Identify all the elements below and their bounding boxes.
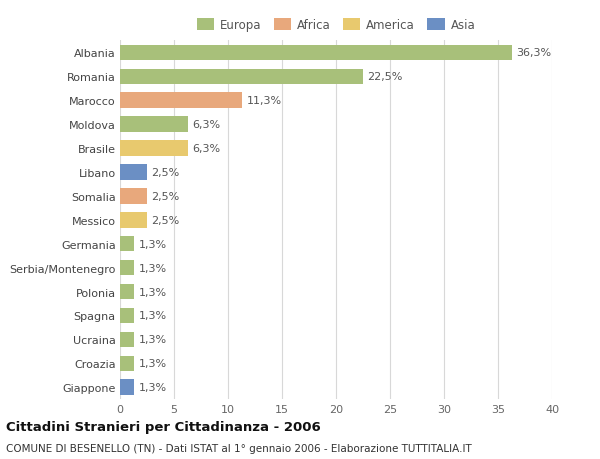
- Bar: [120, 165, 147, 180]
- Bar: [120, 356, 134, 371]
- Bar: [120, 380, 134, 395]
- Text: 1,3%: 1,3%: [139, 263, 166, 273]
- Bar: [120, 260, 134, 276]
- Text: 36,3%: 36,3%: [517, 48, 551, 58]
- Text: 11,3%: 11,3%: [247, 96, 281, 106]
- Bar: [120, 213, 147, 228]
- Text: COMUNE DI BESENELLO (TN) - Dati ISTAT al 1° gennaio 2006 - Elaborazione TUTTITAL: COMUNE DI BESENELLO (TN) - Dati ISTAT al…: [6, 443, 472, 453]
- Text: 2,5%: 2,5%: [151, 168, 179, 178]
- Text: 1,3%: 1,3%: [139, 239, 166, 249]
- Text: 1,3%: 1,3%: [139, 358, 166, 369]
- Text: 1,3%: 1,3%: [139, 335, 166, 345]
- Text: 2,5%: 2,5%: [151, 191, 179, 202]
- Bar: [120, 332, 134, 347]
- Bar: [120, 308, 134, 324]
- Bar: [120, 117, 188, 133]
- Bar: [120, 284, 134, 300]
- Legend: Europa, Africa, America, Asia: Europa, Africa, America, Asia: [197, 19, 475, 32]
- Text: 6,3%: 6,3%: [193, 120, 220, 130]
- Text: 6,3%: 6,3%: [193, 144, 220, 154]
- Text: 1,3%: 1,3%: [139, 287, 166, 297]
- Text: 2,5%: 2,5%: [151, 215, 179, 225]
- Bar: [120, 93, 242, 109]
- Text: 1,3%: 1,3%: [139, 382, 166, 392]
- Text: 1,3%: 1,3%: [139, 311, 166, 321]
- Bar: [120, 189, 147, 204]
- Bar: [120, 69, 363, 85]
- Bar: [120, 45, 512, 61]
- Text: 22,5%: 22,5%: [367, 72, 403, 82]
- Bar: [120, 141, 188, 157]
- Bar: [120, 236, 134, 252]
- Text: Cittadini Stranieri per Cittadinanza - 2006: Cittadini Stranieri per Cittadinanza - 2…: [6, 420, 321, 433]
